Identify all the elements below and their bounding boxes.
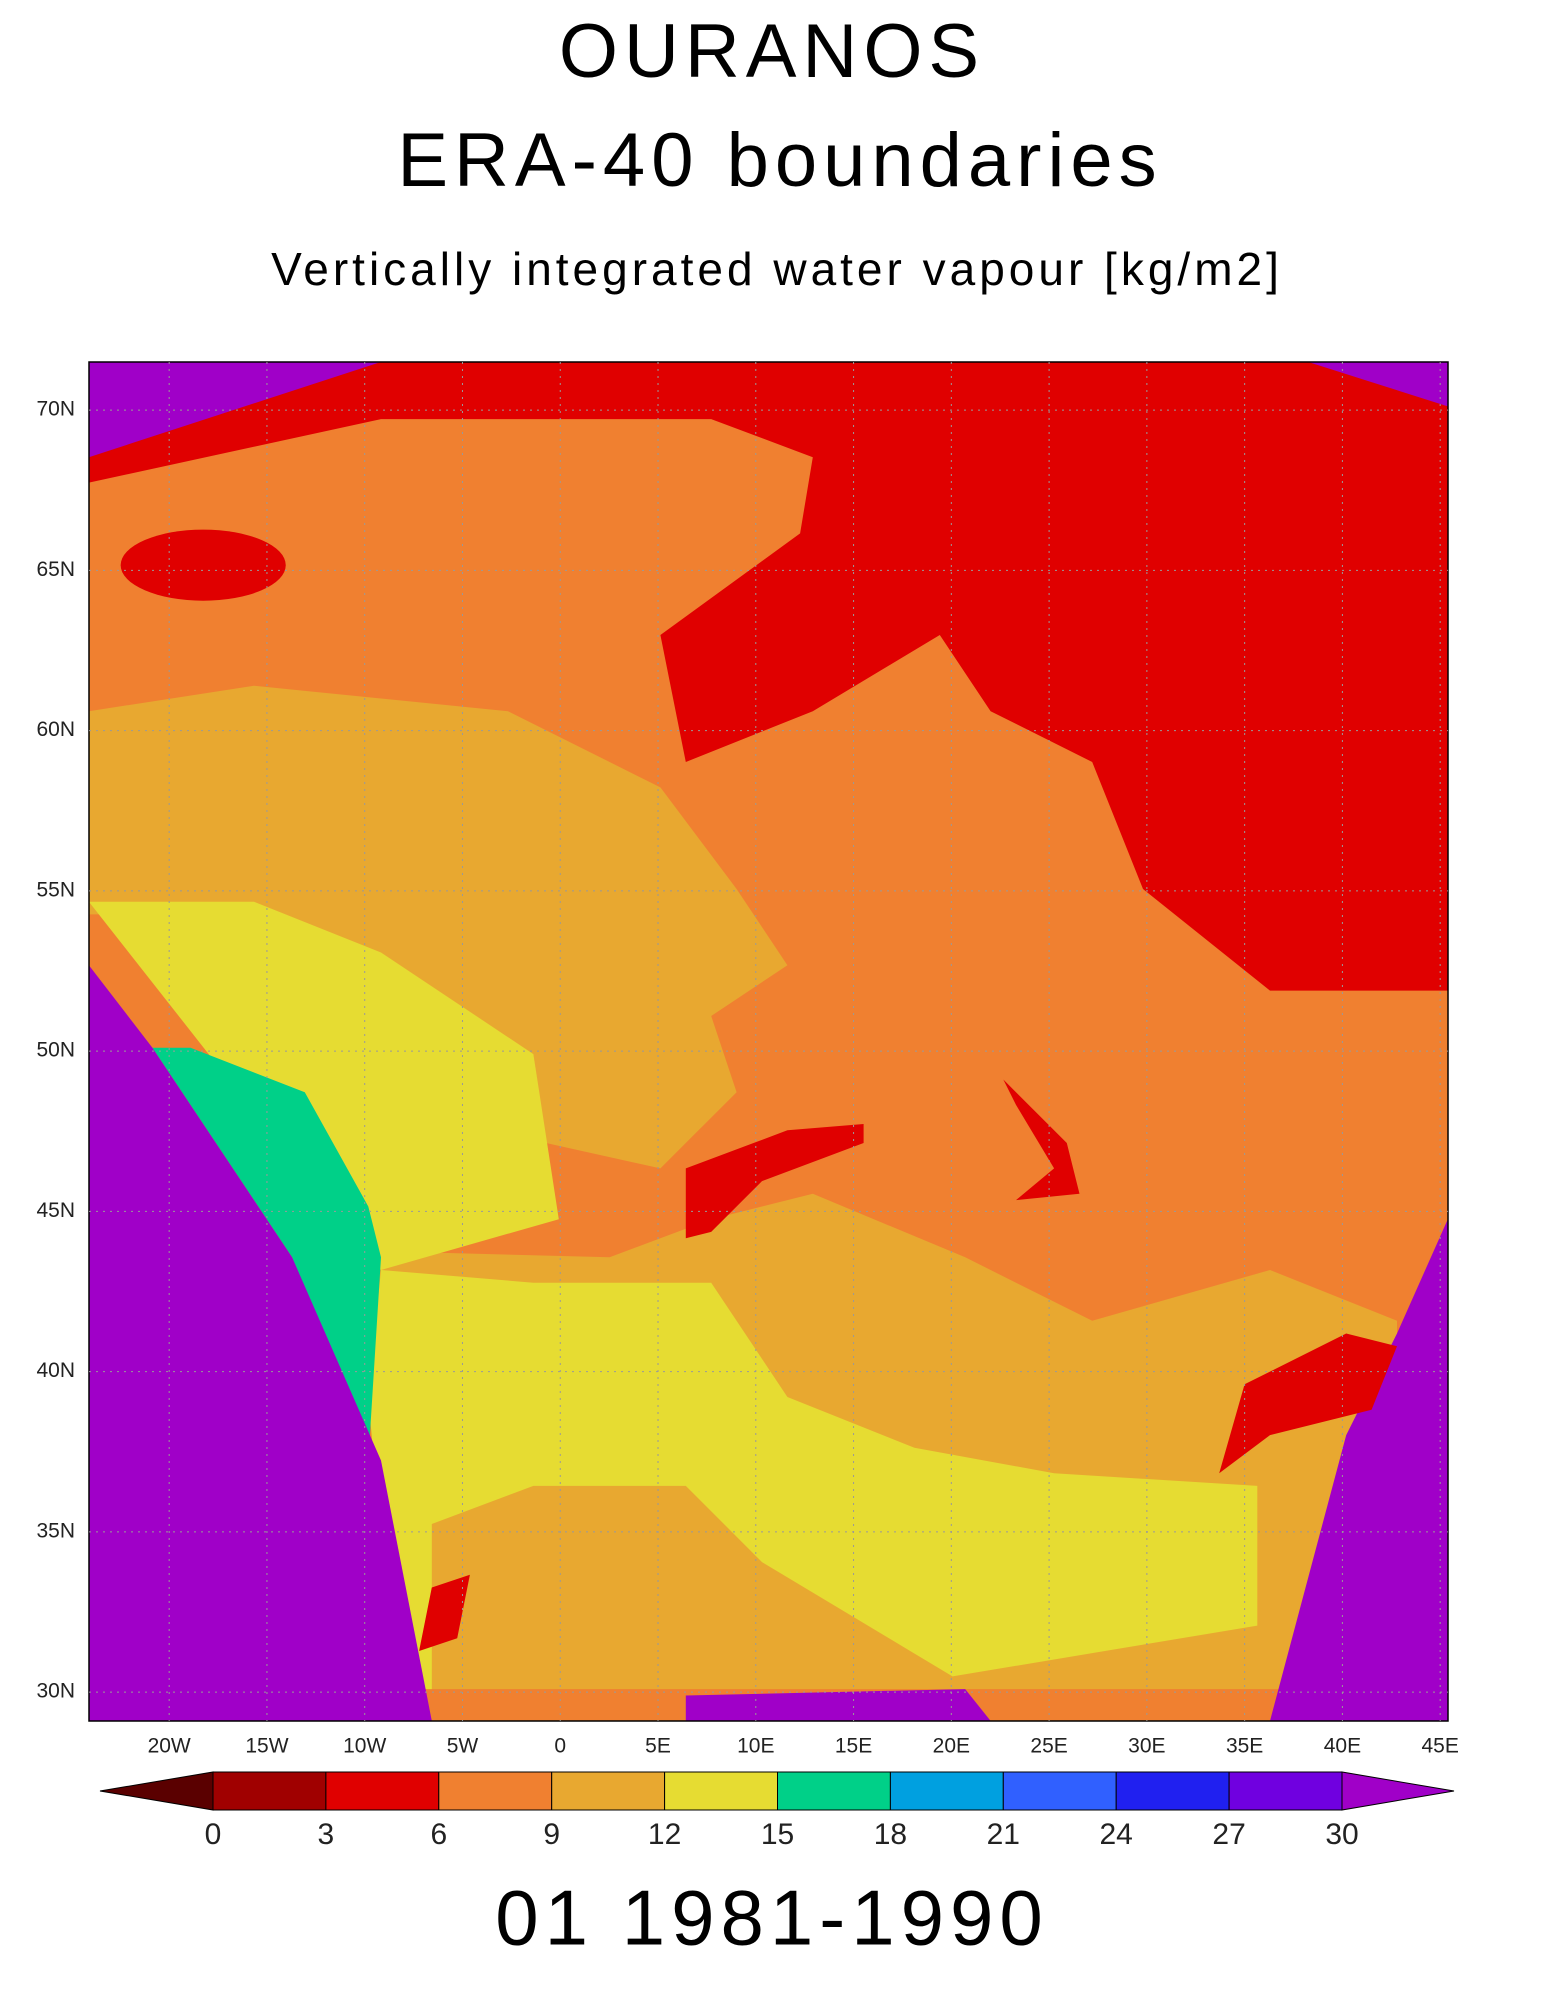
y-tick-label: 45N (36, 1199, 75, 1222)
variable-title: Vertically integrated water vapour [kg/m… (271, 243, 1283, 295)
x-tick-label: 20W (148, 1735, 191, 1758)
period: 01 1981-1990 (495, 1874, 1048, 1962)
x-tick-label: 10W (343, 1735, 386, 1758)
y-tick-label: 70N (36, 398, 75, 421)
y-tick-label: 50N (36, 1039, 75, 1062)
x-tick-label: 15W (245, 1735, 288, 1758)
y-tick-label: 60N (36, 718, 75, 741)
y-tick-label: 30N (36, 1680, 75, 1703)
x-tick-label: 0 (554, 1735, 566, 1758)
colorbar-label: 0 (205, 1818, 222, 1851)
y-tick-label: 40N (36, 1359, 75, 1382)
colorbar-swatch (1115, 1771, 1230, 1811)
x-tick-label: 35E (1226, 1735, 1263, 1758)
colorbar-swatch (1228, 1771, 1343, 1811)
y-tick-label: 35N (36, 1519, 75, 1542)
colorbar-swatch (212, 1771, 327, 1811)
colorbar-under (99, 1771, 214, 1811)
colorbar-swatch (777, 1771, 891, 1811)
title: OURANOS (559, 9, 985, 94)
colorbar-swatch (664, 1771, 778, 1811)
colorbar-swatch (438, 1771, 553, 1811)
map-frame (88, 361, 1449, 1722)
x-tick-label: 5E (645, 1735, 671, 1758)
x-tick-label: 40E (1324, 1735, 1361, 1758)
colorbar-swatch (889, 1771, 1004, 1811)
colorbar-label: 24 (1100, 1818, 1133, 1851)
colorbar-label: 15 (761, 1818, 794, 1851)
colorbar-label: 27 (1212, 1818, 1245, 1851)
colorbar-swatch (325, 1771, 440, 1811)
x-tick-label: 30E (1128, 1735, 1165, 1758)
colorbar-label: 12 (648, 1818, 681, 1851)
map (88, 361, 1448, 1721)
y-tick-label: 55N (36, 878, 75, 901)
colorbar-label: 21 (987, 1818, 1020, 1851)
x-tick-label: 15E (835, 1735, 872, 1758)
colorbar-over (1341, 1771, 1455, 1811)
colorbar-label: 18 (874, 1818, 907, 1851)
colorbar-label: 6 (430, 1818, 447, 1851)
x-tick-label: 20E (933, 1735, 970, 1758)
colorbar-label: 30 (1325, 1818, 1358, 1851)
subtitle: ERA-40 boundaries (397, 118, 1162, 203)
colorbar-label: 9 (543, 1818, 560, 1851)
colorbar-swatch (1002, 1771, 1117, 1811)
y-tick-label: 65N (36, 558, 75, 581)
colorbar-label: 3 (318, 1818, 335, 1851)
colorbar-swatch (551, 1771, 666, 1811)
x-tick-label: 5W (447, 1735, 479, 1758)
x-tick-label: 45E (1421, 1735, 1458, 1758)
x-tick-label: 25E (1030, 1735, 1067, 1758)
x-tick-label: 10E (737, 1735, 774, 1758)
